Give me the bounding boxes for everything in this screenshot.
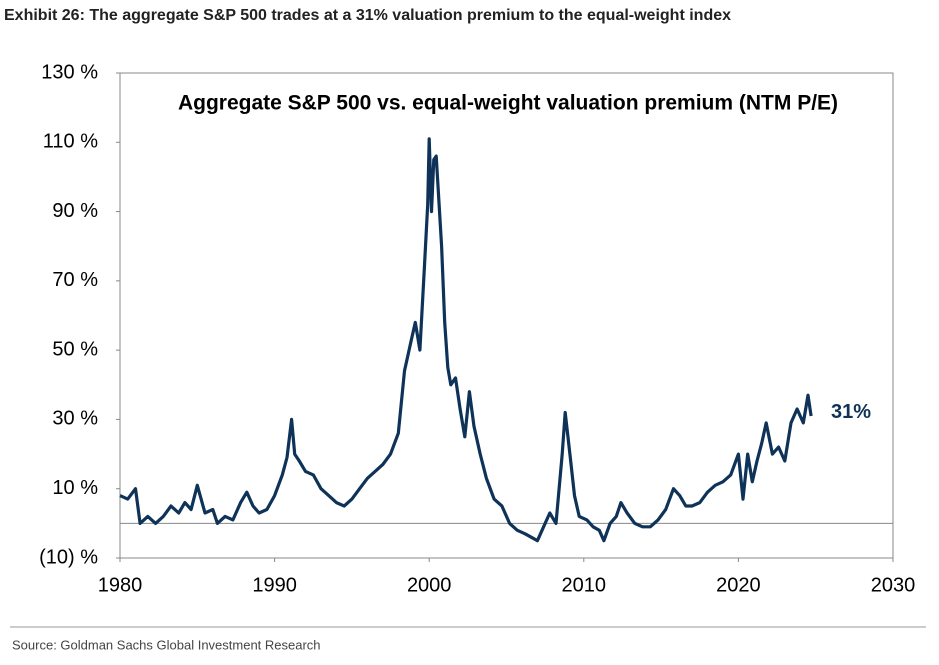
x-tick-label: 2030	[871, 574, 916, 596]
exhibit-title: Exhibit 26: The aggregate S&P 500 trades…	[4, 7, 731, 24]
y-tick-label: 110 %	[43, 131, 98, 153]
chart-title: Aggregate S&P 500 vs. equal-weight valua…	[178, 92, 838, 115]
y-tick-label: 70 %	[52, 269, 98, 291]
y-tick-label: (10) %	[39, 546, 98, 568]
y-tick-label: 10 %	[52, 477, 98, 499]
plot-frame	[119, 72, 894, 559]
x-tick-label: 2010	[562, 574, 607, 596]
y-tick-label: 30 %	[52, 408, 98, 430]
end-annotation: 31%	[831, 401, 871, 423]
x-tick-label: 1980	[98, 574, 143, 596]
source: Source: Goldman Sachs Global Investment …	[12, 637, 321, 652]
x-tick-label: 2000	[407, 574, 452, 596]
line-series	[119, 137, 813, 543]
y-tick-label: 50 %	[52, 338, 98, 360]
y-tick-label: 130 %	[41, 61, 98, 83]
x-tick-label: 2020	[716, 574, 761, 596]
y-tick-label: 90 %	[52, 200, 98, 222]
x-tick-label: 1990	[252, 574, 297, 596]
